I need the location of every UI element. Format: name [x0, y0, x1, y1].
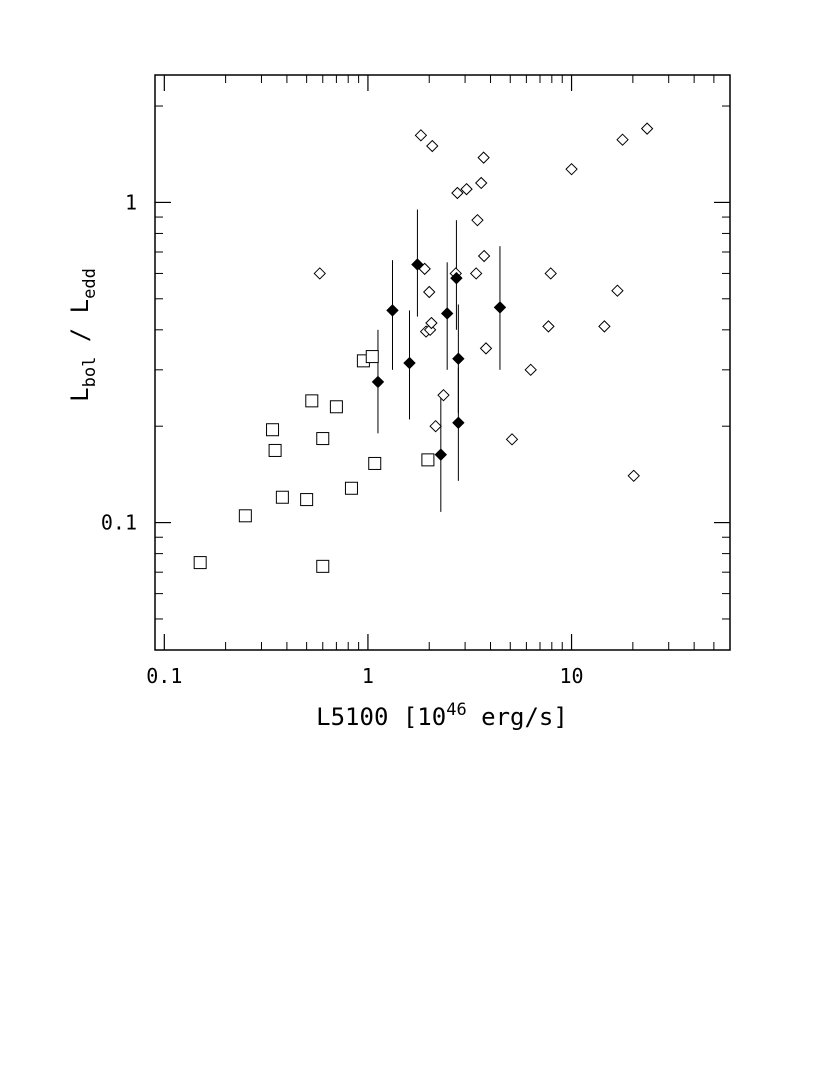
y-axis-label: Lbol / Ledd: [66, 268, 100, 402]
open-diamond-point: [471, 213, 484, 227]
open-diamond-point: [460, 182, 473, 196]
open-diamond-point: [640, 122, 654, 135]
open-diamond-point: [414, 129, 428, 142]
open-square-point: [316, 559, 330, 573]
open-diamond-point: [477, 249, 491, 263]
open-square-point: [421, 453, 435, 467]
x-tick-label: 0.1: [146, 664, 182, 688]
open-square-point: [275, 490, 289, 504]
filled-diamond-point: [450, 271, 463, 285]
plot-frame: [154, 74, 731, 651]
filled-diamond-point: [411, 258, 424, 271]
open-diamond-point: [475, 176, 488, 190]
open-square-point: [316, 432, 330, 446]
x-tick-label: 1: [362, 664, 374, 688]
open-square-point: [266, 423, 280, 437]
open-square-point: [268, 443, 282, 457]
open-diamond-point: [524, 363, 537, 377]
tick-labels: 0.1 1 10 0.1 1: [101, 190, 584, 688]
open-diamond-point: [425, 316, 438, 330]
data-markers: [193, 122, 654, 573]
x-axis-label: L5100 [1046 erg/s]: [316, 700, 568, 731]
open-diamond-point: [437, 388, 450, 402]
open-diamond-point: [598, 320, 611, 333]
x-tick-label: 10: [560, 664, 584, 688]
open-diamond-point: [565, 162, 578, 176]
open-diamond-point: [469, 267, 483, 280]
major-ticks: [155, 75, 730, 650]
filled-diamond-point: [493, 301, 507, 314]
open-square-point: [344, 481, 358, 495]
open-diamond-point: [616, 133, 629, 146]
open-square-point: [329, 400, 343, 414]
open-diamond-point: [313, 267, 326, 280]
open-diamond-point: [429, 419, 442, 433]
filled-diamond-point: [434, 448, 448, 461]
open-diamond-point: [542, 320, 555, 333]
open-diamond-point: [479, 342, 493, 355]
minor-ticks: [155, 75, 730, 650]
open-diamond-point: [627, 469, 640, 483]
open-diamond-point: [423, 285, 436, 299]
filled-diamond-point: [403, 356, 416, 370]
filled-diamond-point: [452, 352, 465, 365]
open-diamond-point: [611, 284, 624, 297]
x-axis-label-main: L5100 [10: [316, 703, 446, 731]
x-axis-label-exponent: 46: [446, 700, 466, 720]
open-diamond-point: [544, 267, 557, 280]
filled-diamond-point: [440, 307, 454, 320]
open-square-point: [193, 556, 207, 570]
y-tick-label: 0.1: [101, 511, 137, 535]
open-diamond-point: [451, 186, 464, 200]
y-axis-label-mid: / L: [66, 299, 94, 357]
y-axis-label-sub-edd: edd: [80, 268, 100, 299]
open-diamond-point: [477, 151, 490, 164]
filled-diamond-point: [371, 375, 385, 389]
y-axis-label-sub-bol: bol: [80, 357, 100, 388]
open-square-point: [238, 509, 252, 523]
open-diamond-point: [426, 139, 439, 153]
open-diamond-point: [505, 433, 519, 446]
open-square-point: [365, 350, 379, 364]
y-tick-label: 1: [125, 190, 137, 214]
y-axis-label-l1: L: [66, 387, 94, 401]
filled-diamond-point: [386, 304, 399, 317]
filled-diamond-point: [452, 416, 465, 429]
open-square-point: [300, 493, 314, 507]
open-square-point: [368, 456, 382, 470]
x-axis-label-unit: erg/s]: [467, 703, 568, 731]
open-square-point: [305, 394, 319, 408]
